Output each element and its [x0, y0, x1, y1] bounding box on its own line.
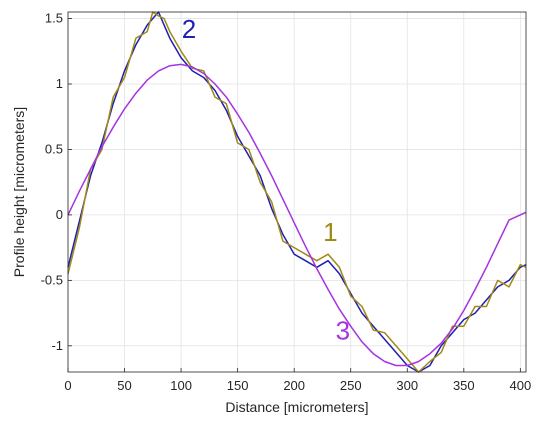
- series-line-3: [67, 63, 527, 367]
- data-series: [67, 11, 527, 373]
- axis-ticks: 0 50 100 150 200 250 300 350 400 -1 -0.5 0 0.5 1 1.5: [41, 11, 532, 393]
- x-axis-label: Distance [micrometers]: [225, 399, 368, 415]
- x-tick-label: 250: [340, 378, 362, 393]
- y-tick-label: 0: [56, 207, 63, 222]
- annotation-label: 1: [323, 217, 337, 247]
- y-tick-label: 1.5: [45, 11, 63, 26]
- x-tick-label: 50: [117, 378, 131, 393]
- y-tick-label: -0.5: [41, 272, 63, 287]
- plot-frame: [67, 11, 527, 373]
- grid-lines: [67, 12, 526, 372]
- y-tick-label: 0.5: [45, 141, 63, 156]
- x-tick-label: 350: [453, 378, 475, 393]
- y-axis-label: Profile height [micrometers]: [11, 107, 27, 277]
- x-tick-label: 150: [227, 378, 249, 393]
- x-tick-label: 100: [170, 378, 192, 393]
- annotation-label: 2: [182, 14, 196, 44]
- x-tick-label: 300: [396, 378, 418, 393]
- x-tick-label: 200: [283, 378, 305, 393]
- y-tick-label: -1: [51, 338, 63, 353]
- x-tick-label: 0: [64, 378, 71, 393]
- annotation-label: 3: [336, 315, 350, 345]
- x-tick-label: 400: [509, 378, 531, 393]
- curve-annotations: 2 1 3: [182, 14, 350, 345]
- y-tick-label: 1: [56, 76, 63, 91]
